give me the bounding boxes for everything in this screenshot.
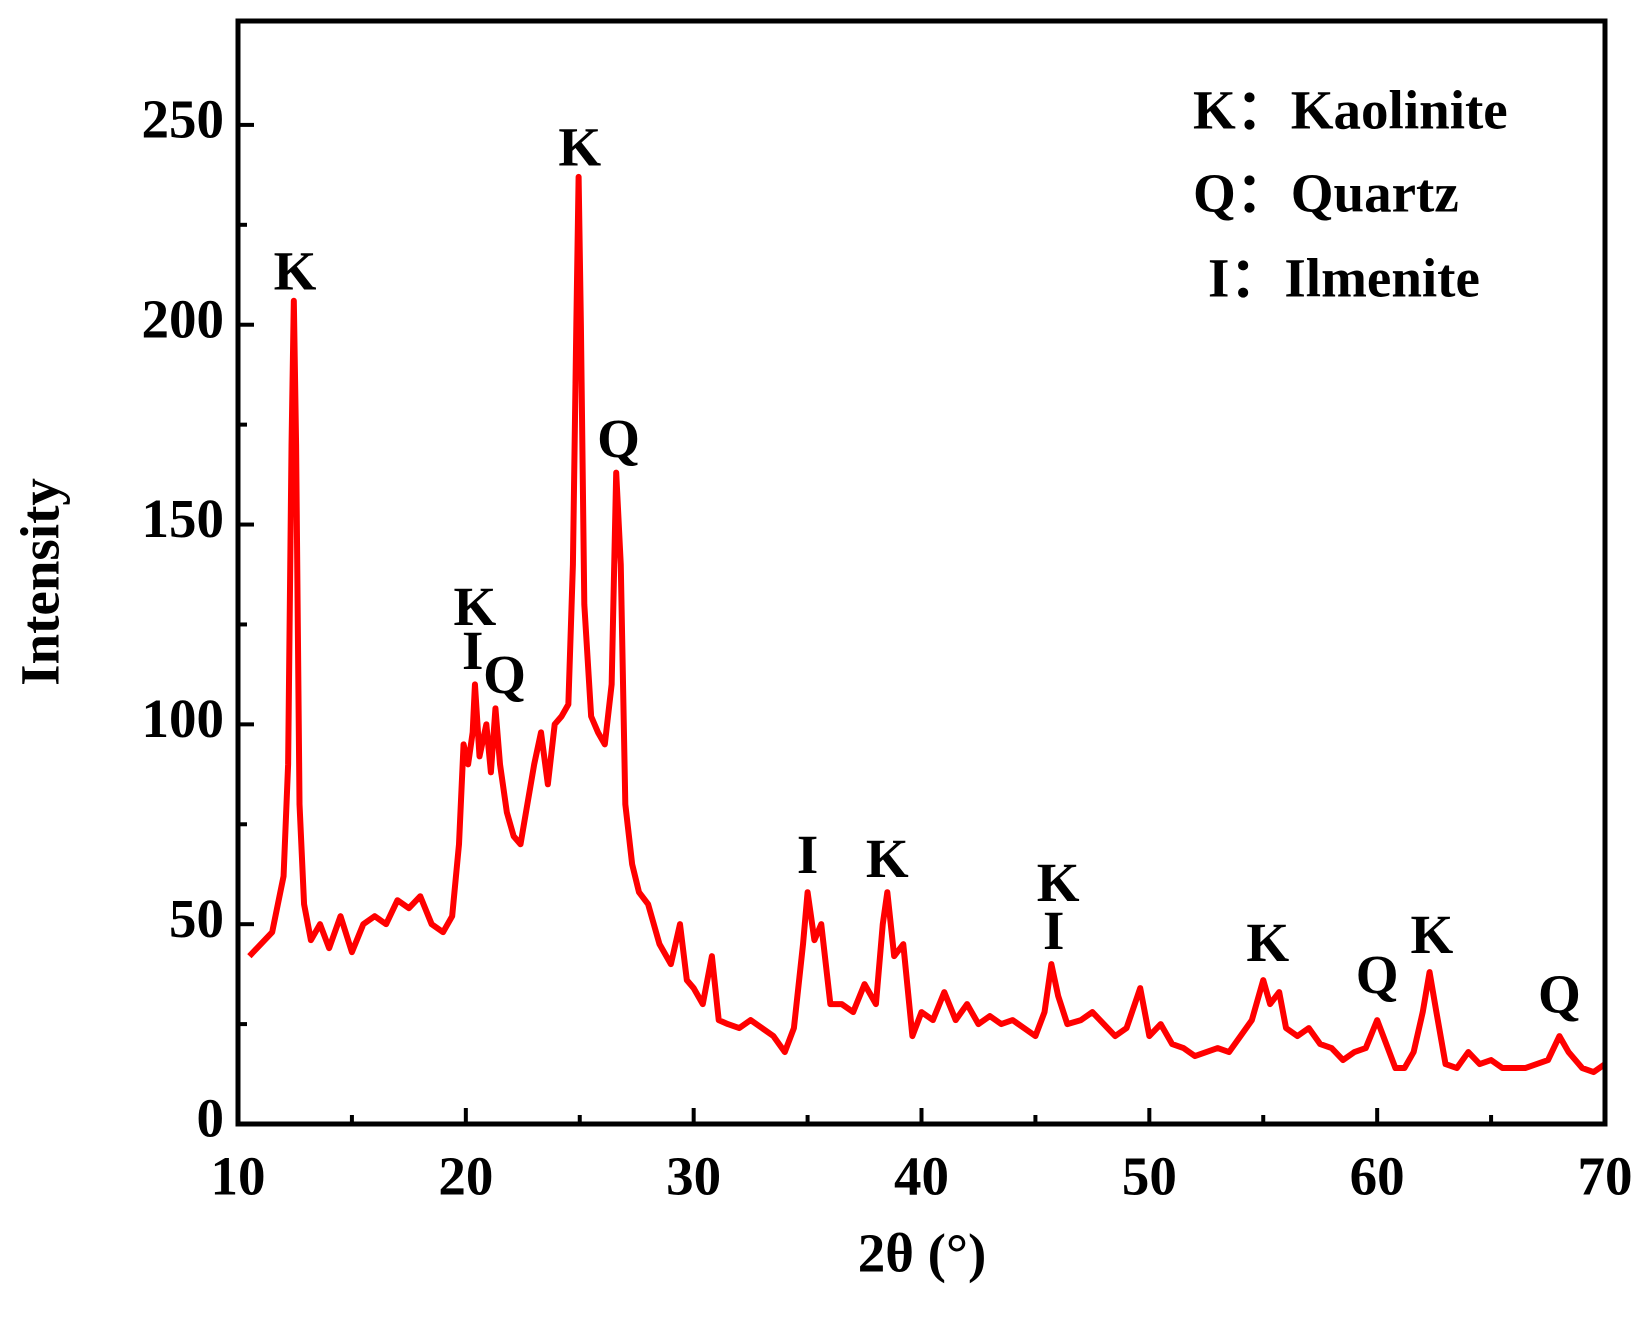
x-tick-label: 70 — [1578, 1146, 1633, 1207]
x-tick-label: 50 — [1122, 1146, 1177, 1207]
y-tick-label: 150 — [142, 488, 225, 549]
peak-label: K — [1246, 912, 1289, 973]
y-tick-label: 50 — [169, 888, 224, 949]
peak-label: K — [1410, 904, 1453, 965]
peak-label: Q — [597, 408, 640, 469]
y-tick-label: 0 — [197, 1088, 225, 1149]
legend-entry: K：Kaolinite — [1193, 80, 1508, 141]
peak-label: Q — [1356, 944, 1399, 1005]
peak-label: K — [1037, 852, 1080, 913]
legend-entry: Q：Quartz — [1193, 163, 1459, 224]
peak-label: Q — [483, 644, 526, 705]
x-axis-title: 2θ (°) — [858, 1223, 987, 1284]
y-axis-title: Intensity — [10, 478, 71, 686]
y-tick-label: 250 — [142, 89, 225, 150]
legend-entry: I：Ilmenite — [1208, 248, 1480, 309]
peak-label: I — [797, 824, 818, 885]
x-tick-label: 40 — [894, 1146, 949, 1207]
peak-label: Q — [1538, 964, 1581, 1025]
x-tick-label: 30 — [666, 1146, 721, 1207]
y-tick-label: 100 — [142, 688, 225, 749]
x-tick-label: 60 — [1350, 1146, 1405, 1207]
data-line — [247, 173, 1607, 1076]
peak-label: K — [866, 828, 909, 889]
peak-label: I — [462, 620, 483, 681]
peak-label: I — [1043, 900, 1064, 961]
peak-label: K — [558, 117, 601, 178]
x-tick-label: 10 — [211, 1146, 266, 1207]
peak-label: K — [454, 576, 497, 637]
y-tick-label: 200 — [142, 288, 225, 349]
peak-label: K — [274, 240, 317, 301]
plot-frame — [235, 18, 1608, 1127]
x-tick-label: 20 — [438, 1146, 493, 1207]
